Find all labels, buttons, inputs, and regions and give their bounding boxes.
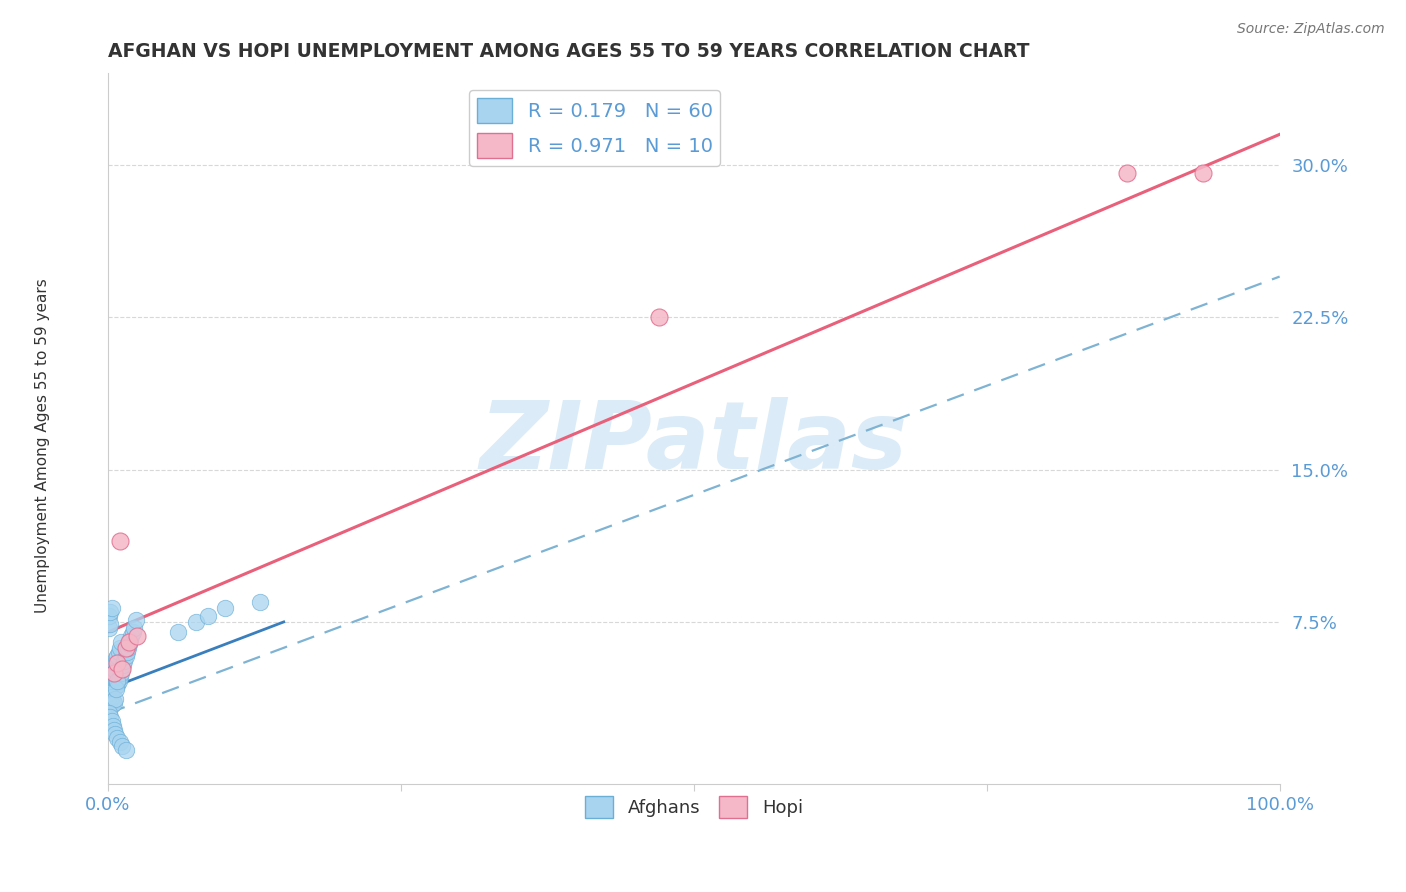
- Point: [98, 706, 121, 721]
- Point: [114, 641, 136, 656]
- Point: [167, 625, 190, 640]
- Point: [110, 635, 132, 649]
- Text: AFGHAN VS HOPI UNEMPLOYMENT AMONG AGES 55 TO 59 YEARS CORRELATION CHART: AFGHAN VS HOPI UNEMPLOYMENT AMONG AGES 5…: [108, 42, 1029, 61]
- Point: [112, 657, 135, 672]
- Point: [101, 718, 124, 732]
- Text: Unemployment Among Ages 55 to 59 years: Unemployment Among Ages 55 to 59 years: [35, 278, 49, 614]
- Point: [105, 731, 128, 745]
- Point: [103, 662, 125, 676]
- Point: [127, 629, 149, 643]
- Point: [1116, 166, 1139, 180]
- Point: [114, 649, 136, 664]
- Point: [98, 681, 121, 696]
- Point: [107, 645, 129, 659]
- Point: [107, 673, 129, 688]
- Point: [1192, 166, 1215, 180]
- Point: [105, 681, 128, 696]
- Point: [98, 605, 121, 619]
- Point: [121, 625, 143, 640]
- Point: [98, 616, 121, 631]
- Point: [101, 670, 124, 684]
- Point: [100, 698, 122, 713]
- Point: [120, 629, 142, 643]
- Point: [108, 735, 131, 749]
- Point: [98, 686, 121, 700]
- Point: [118, 635, 141, 649]
- Point: [98, 665, 121, 680]
- Point: [118, 637, 141, 651]
- Point: [98, 694, 121, 708]
- Point: [98, 608, 121, 623]
- Point: [647, 310, 669, 325]
- Point: [103, 723, 125, 737]
- Point: [104, 726, 127, 740]
- Point: [105, 651, 128, 665]
- Point: [100, 673, 122, 688]
- Point: [125, 613, 148, 627]
- Point: [98, 621, 121, 635]
- Point: [214, 600, 236, 615]
- Point: [103, 696, 125, 710]
- Point: [98, 690, 121, 704]
- Point: [108, 533, 131, 548]
- Point: [103, 678, 125, 692]
- Point: [103, 665, 125, 680]
- Point: [100, 600, 122, 615]
- Point: [104, 692, 127, 706]
- Point: [197, 608, 219, 623]
- Point: [105, 673, 128, 688]
- Point: [114, 743, 136, 757]
- Point: [110, 665, 132, 680]
- Point: [120, 633, 142, 648]
- Point: [105, 649, 128, 664]
- Point: [105, 678, 128, 692]
- Point: [111, 739, 134, 753]
- Point: [100, 690, 122, 704]
- Point: [249, 594, 271, 608]
- Point: [104, 680, 127, 694]
- Point: [115, 645, 138, 659]
- Point: [108, 641, 131, 656]
- Point: [112, 653, 135, 667]
- Point: [111, 662, 134, 676]
- Point: [108, 670, 131, 684]
- Text: ZIPatlas: ZIPatlas: [479, 397, 908, 489]
- Point: [117, 641, 139, 656]
- Point: [111, 662, 134, 676]
- Point: [104, 656, 127, 670]
- Text: Source: ZipAtlas.com: Source: ZipAtlas.com: [1237, 22, 1385, 37]
- Legend: Afghans, Hopi: Afghans, Hopi: [578, 789, 810, 825]
- Point: [105, 656, 128, 670]
- Point: [98, 710, 121, 724]
- Point: [105, 676, 128, 690]
- Point: [101, 694, 124, 708]
- Point: [122, 621, 145, 635]
- Point: [100, 714, 122, 729]
- Point: [184, 615, 207, 629]
